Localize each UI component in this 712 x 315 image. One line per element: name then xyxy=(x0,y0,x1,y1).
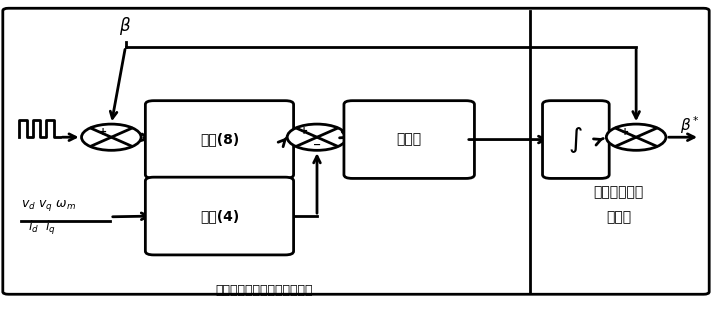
FancyBboxPatch shape xyxy=(145,177,293,255)
Circle shape xyxy=(607,124,666,150)
FancyBboxPatch shape xyxy=(543,101,609,178)
Text: +: + xyxy=(621,127,629,137)
Text: $\beta$: $\beta$ xyxy=(120,15,132,37)
FancyBboxPatch shape xyxy=(145,101,293,178)
FancyBboxPatch shape xyxy=(344,101,474,178)
Text: +: + xyxy=(99,127,107,137)
Circle shape xyxy=(287,124,347,150)
Text: 电磁转矩对定子电流角度导数: 电磁转矩对定子电流角度导数 xyxy=(215,284,313,297)
Text: $i_d\ \ i_q$: $i_d\ \ i_q$ xyxy=(28,219,56,237)
Text: 定子电流角度
参考值: 定子电流角度 参考值 xyxy=(593,185,644,224)
Text: $v_d\ v_q\ \omega_m$: $v_d\ v_q\ \omega_m$ xyxy=(21,198,76,213)
Text: 最大值: 最大值 xyxy=(397,133,422,146)
Circle shape xyxy=(82,124,141,150)
FancyBboxPatch shape xyxy=(3,8,709,294)
Text: 公式(8): 公式(8) xyxy=(200,133,239,146)
Text: +: + xyxy=(300,126,308,136)
Text: 公式(4): 公式(4) xyxy=(200,209,239,223)
Text: $\beta^*$: $\beta^*$ xyxy=(680,114,700,135)
Text: $\int$: $\int$ xyxy=(568,124,583,155)
Text: −: − xyxy=(313,140,321,149)
